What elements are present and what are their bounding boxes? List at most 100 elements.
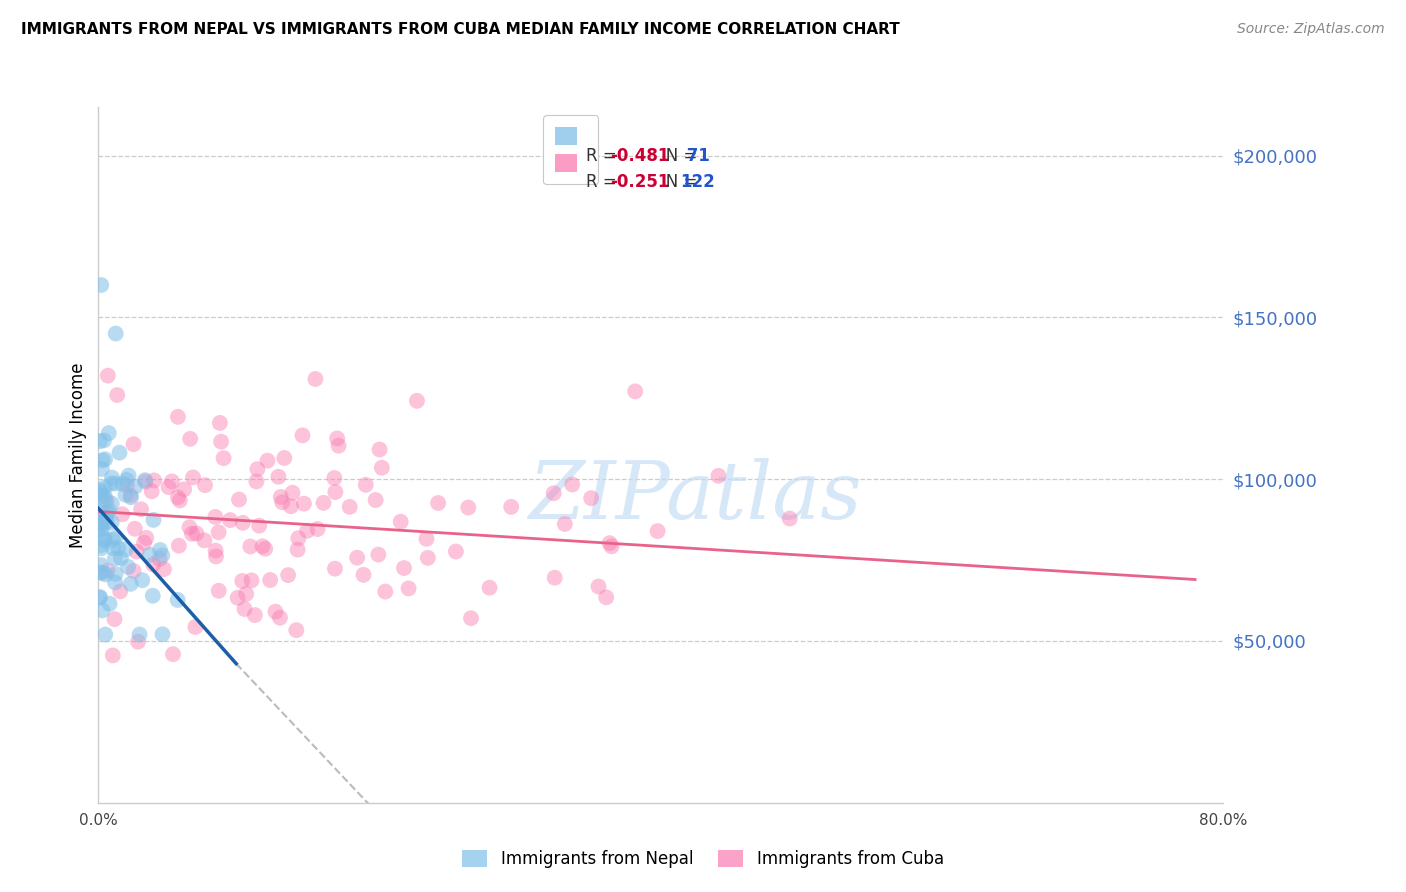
Point <box>354 477 377 491</box>
Point <box>233 602 256 616</box>
Point <box>245 475 267 489</box>
Point <box>96 515 118 529</box>
Point <box>307 522 329 536</box>
Point <box>132 536 155 550</box>
Point <box>374 584 396 599</box>
Point <box>96 494 118 508</box>
Point <box>647 524 669 538</box>
Point <box>98 503 121 517</box>
Point <box>89 517 111 532</box>
Point <box>97 368 120 383</box>
Point <box>579 491 602 506</box>
Point <box>107 541 129 556</box>
Point <box>93 489 115 503</box>
Point <box>104 575 127 590</box>
Point <box>91 523 114 537</box>
Point <box>91 566 114 580</box>
Point <box>267 469 290 483</box>
Point <box>142 558 165 572</box>
Point <box>141 484 163 499</box>
Point <box>277 568 299 582</box>
Point <box>166 593 188 607</box>
Point <box>90 558 112 573</box>
Point <box>353 567 375 582</box>
Point <box>89 485 111 500</box>
Legend: , : , <box>543 115 599 185</box>
Point <box>179 432 201 446</box>
Point <box>128 627 150 641</box>
Point <box>600 539 623 553</box>
Point <box>368 442 391 457</box>
Point <box>104 476 127 491</box>
Point <box>328 439 350 453</box>
Point <box>122 564 145 578</box>
Point <box>120 490 142 504</box>
Point <box>100 516 122 530</box>
Point <box>114 542 136 557</box>
Point <box>167 490 190 504</box>
Point <box>281 485 304 500</box>
Point <box>90 522 112 536</box>
Point <box>134 473 156 487</box>
Point <box>209 434 232 449</box>
Point <box>96 564 118 578</box>
Point <box>235 587 257 601</box>
Point <box>323 471 346 485</box>
Point <box>271 495 294 509</box>
Point <box>208 583 231 598</box>
Point <box>323 561 346 575</box>
Point <box>371 460 394 475</box>
Point <box>543 486 565 500</box>
Point <box>101 533 124 547</box>
Point <box>110 584 132 599</box>
Point <box>232 516 254 530</box>
Point <box>90 538 112 552</box>
Point <box>295 524 318 538</box>
Point <box>457 500 479 515</box>
Point <box>90 541 112 556</box>
Point <box>346 550 368 565</box>
Point <box>415 532 437 546</box>
Point <box>104 326 127 341</box>
Point <box>184 620 207 634</box>
Point <box>115 478 138 492</box>
Point <box>100 476 122 491</box>
Point <box>254 541 277 556</box>
Point <box>181 526 204 541</box>
Y-axis label: Median Family Income: Median Family Income <box>69 362 87 548</box>
Point <box>406 393 429 408</box>
Point <box>93 480 115 494</box>
Point <box>91 453 114 467</box>
Point <box>124 479 146 493</box>
Point <box>167 409 190 424</box>
Point <box>707 468 730 483</box>
Point <box>169 493 191 508</box>
Point <box>561 477 583 491</box>
Point <box>779 511 801 525</box>
Point <box>150 549 173 563</box>
Point <box>131 573 153 587</box>
Point <box>204 510 226 524</box>
Text: -0.251: -0.251 <box>610 173 669 191</box>
Text: R =: R = <box>586 146 623 164</box>
Point <box>157 480 180 494</box>
Point <box>339 500 361 514</box>
Text: 122: 122 <box>681 173 716 191</box>
Point <box>367 548 389 562</box>
Point <box>478 581 501 595</box>
Point <box>392 561 415 575</box>
Point <box>231 574 253 588</box>
Point <box>124 522 146 536</box>
Text: N =: N = <box>650 146 703 164</box>
Point <box>167 539 190 553</box>
Point <box>134 475 156 489</box>
Point <box>96 506 118 520</box>
Point <box>398 582 420 596</box>
Point <box>193 533 215 548</box>
Point <box>94 567 117 582</box>
Point <box>416 550 439 565</box>
Point <box>259 573 281 587</box>
Point <box>120 577 142 591</box>
Point <box>125 544 148 558</box>
Point <box>90 278 112 293</box>
